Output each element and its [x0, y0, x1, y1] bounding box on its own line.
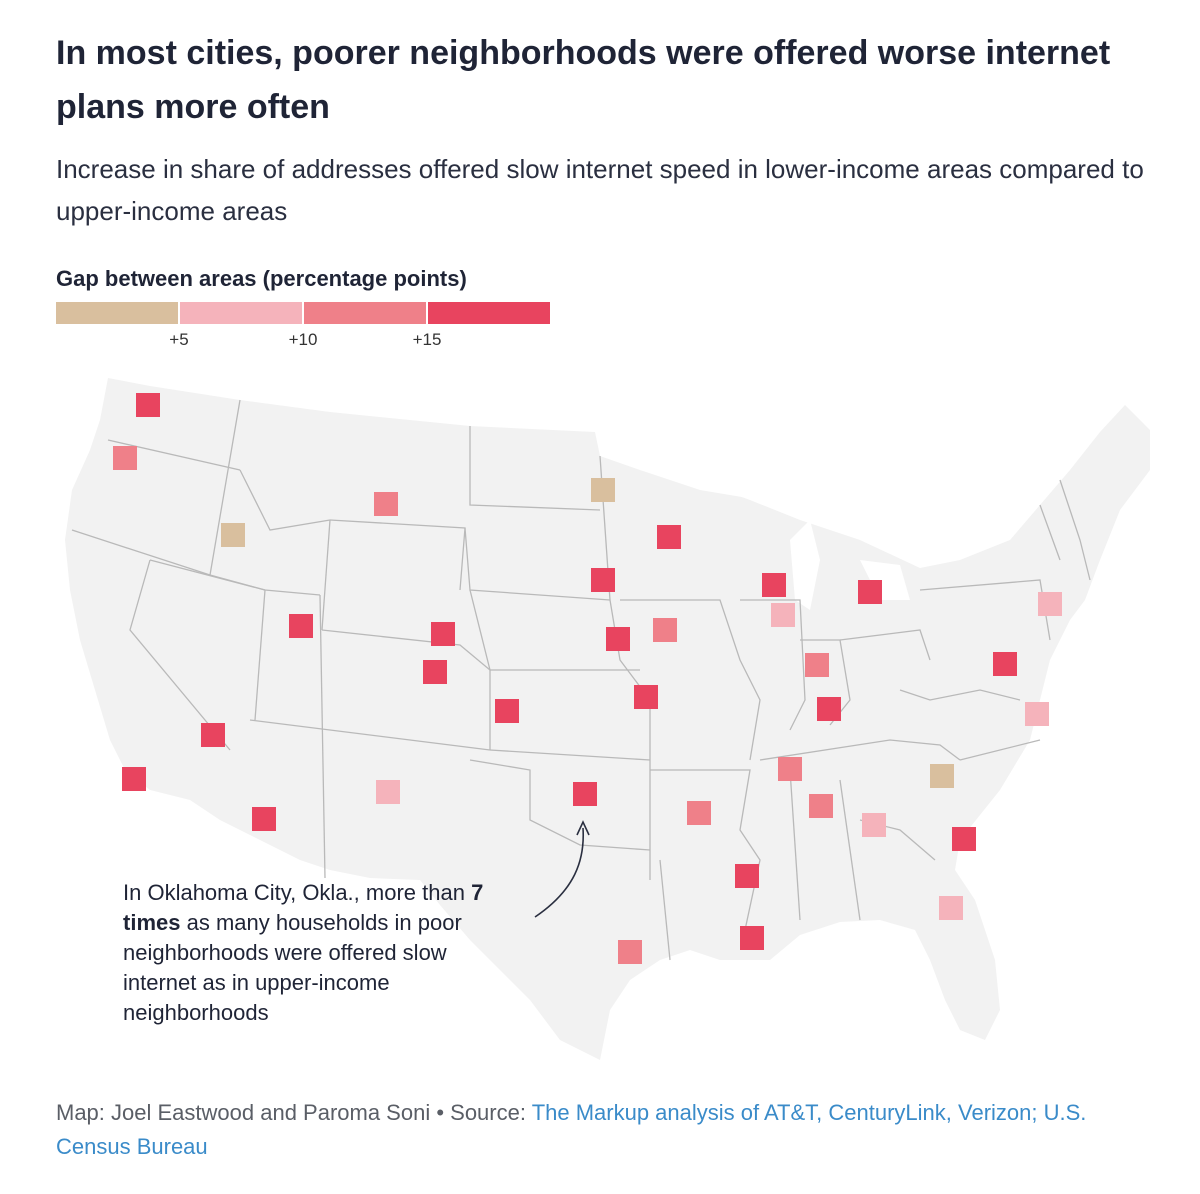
city-marker [1038, 592, 1062, 616]
city-marker [762, 573, 786, 597]
city-marker [805, 653, 829, 677]
chart-subtitle: Increase in share of addresses offered s… [56, 154, 1144, 226]
city-marker [657, 525, 681, 549]
city-marker [113, 446, 137, 470]
legend-swatch-bin-3 [304, 302, 426, 324]
city-marker [374, 492, 398, 516]
city-marker [930, 764, 954, 788]
city-marker [201, 723, 225, 747]
us-landmass [65, 378, 1150, 1060]
legend-tick-10: +10 [288, 330, 318, 349]
city-marker [939, 896, 963, 920]
city-marker [817, 697, 841, 721]
city-marker [653, 618, 677, 642]
city-marker [376, 780, 400, 804]
city-marker [591, 568, 615, 592]
city-marker [735, 864, 759, 888]
city-marker [809, 794, 833, 818]
city-marker [740, 926, 764, 950]
chart-title: In most cities, poorer neighborhoods wer… [56, 34, 1111, 126]
legend-swatch-bin-4 [428, 302, 550, 324]
city-marker [573, 782, 597, 806]
legend-tick-5: +5 [169, 330, 189, 349]
city-marker [591, 478, 615, 502]
city-marker [136, 393, 160, 417]
city-marker [606, 627, 630, 651]
city-marker [771, 603, 795, 627]
footer-credit: Map: Joel Eastwood and Paroma Soni • Sou… [56, 1100, 1087, 1159]
legend-bar [56, 302, 552, 324]
city-marker [993, 652, 1017, 676]
oklahoma-city-annotation: In Oklahoma City, Okla., more than 7 tim… [123, 880, 484, 1025]
city-marker [495, 699, 519, 723]
city-marker [618, 940, 642, 964]
city-marker [289, 614, 313, 638]
city-marker [1025, 702, 1049, 726]
city-marker [122, 767, 146, 791]
legend-title: Gap between areas (percentage points) [56, 266, 467, 291]
legend-tick-15: +15 [412, 330, 442, 349]
city-marker [252, 807, 276, 831]
legend-swatch-bin-2 [180, 302, 302, 324]
city-marker [687, 801, 711, 825]
great-lakes [640, 460, 910, 610]
city-marker [634, 685, 658, 709]
us-map [65, 378, 1150, 1060]
city-marker [221, 523, 245, 547]
city-marker [778, 757, 802, 781]
city-marker [952, 827, 976, 851]
legend-swatch-bin-1 [56, 302, 178, 324]
source-link[interactable]: The Markup analysis of AT&T, CenturyLink… [56, 1100, 1087, 1159]
city-marker [862, 813, 886, 837]
city-marker [431, 622, 455, 646]
city-marker [423, 660, 447, 684]
city-marker [858, 580, 882, 604]
